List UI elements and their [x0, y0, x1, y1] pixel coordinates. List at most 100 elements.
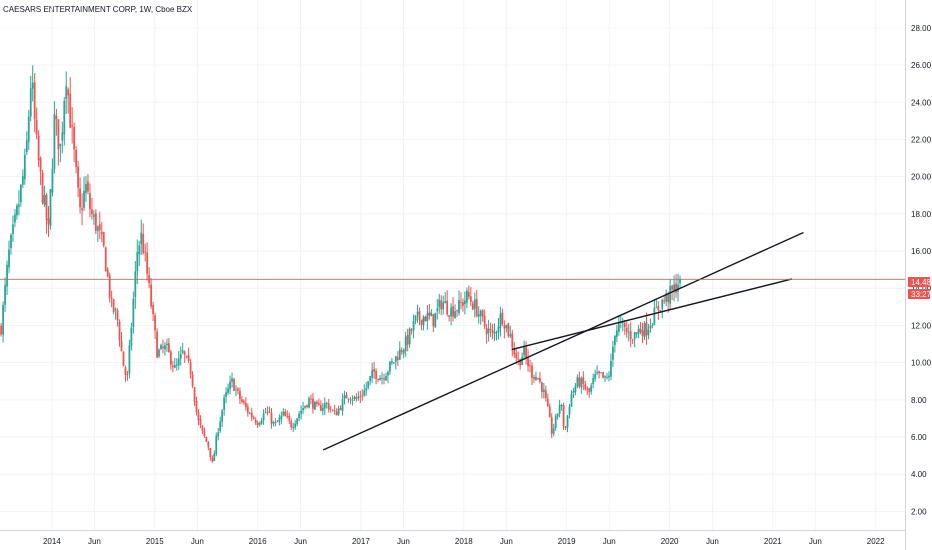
- x-tick-label: Jun: [706, 537, 719, 546]
- candle-body: [242, 401, 245, 404]
- candle-body: [568, 406, 571, 415]
- badges: 14.48 33:27: [908, 277, 932, 299]
- candle-body: [235, 389, 237, 391]
- trendline-2[interactable]: [511, 278, 793, 351]
- candle-body: [229, 381, 231, 390]
- candle-body: [637, 328, 640, 335]
- candle-body: [487, 328, 490, 334]
- x-tick-label: 2016: [249, 537, 267, 546]
- candle-body: [621, 322, 624, 324]
- candle-body: [39, 158, 42, 172]
- candle-body: [369, 376, 372, 382]
- candle-body: [19, 184, 22, 203]
- y-tick-label: 10.00: [911, 359, 932, 368]
- candle-body: [444, 301, 447, 304]
- candle-body: [404, 336, 407, 351]
- candle-body: [12, 224, 14, 234]
- candle-body: [373, 368, 376, 372]
- candle-body: [278, 417, 281, 422]
- candle-body: [317, 403, 320, 406]
- candle-body: [497, 326, 500, 333]
- candle-body: [315, 401, 318, 404]
- candle-body: [96, 226, 99, 232]
- candle-body: [233, 379, 235, 391]
- x-tick-label: Jun: [88, 537, 101, 546]
- candle-body: [661, 299, 664, 309]
- candle-body: [477, 314, 480, 317]
- candle-body: [430, 312, 433, 317]
- trendlines[interactable]: [322, 231, 804, 451]
- candle-body: [438, 299, 441, 308]
- y-tick-label: 28.00: [911, 24, 932, 33]
- candle-body: [181, 350, 184, 353]
- candle-body: [312, 398, 314, 409]
- candle-body: [645, 322, 648, 336]
- candle-body: [552, 428, 555, 434]
- candle-body: [10, 234, 12, 248]
- candle-body: [529, 365, 531, 366]
- candle-body: [209, 447, 212, 458]
- candle-body: [193, 387, 196, 402]
- candle-body: [302, 407, 304, 411]
- candle-body: [531, 365, 533, 378]
- candle-body: [537, 377, 539, 379]
- price-badge-label: 14.48: [911, 278, 932, 287]
- candle-body: [535, 376, 537, 381]
- candle-body: [416, 312, 419, 315]
- candle-body: [675, 283, 677, 293]
- candle-body: [122, 351, 125, 367]
- candle-body: [584, 384, 587, 390]
- candle-body: [164, 345, 166, 350]
- candle-body: [588, 388, 591, 392]
- candle-body: [274, 422, 277, 424]
- candle-body: [2, 304, 5, 335]
- candle-body: [240, 399, 243, 402]
- candle-body: [118, 321, 121, 341]
- candle-body: [130, 327, 133, 346]
- price-badge: [908, 277, 930, 287]
- candle-body: [152, 305, 154, 315]
- candle-body: [677, 284, 679, 292]
- candle-body: [304, 405, 306, 408]
- candle-body: [631, 340, 634, 341]
- candle-body: [485, 328, 488, 335]
- candle-body: [94, 213, 97, 231]
- candle-body: [625, 327, 628, 332]
- candle-body: [73, 126, 76, 150]
- y-tick-label: 24.00: [911, 98, 932, 107]
- candle-body: [268, 412, 271, 414]
- candle-body: [606, 376, 608, 378]
- candle-body: [27, 116, 30, 143]
- candle-body: [134, 271, 137, 298]
- candle-body: [446, 300, 449, 315]
- candle-body: [14, 214, 16, 223]
- y-tick-label: 6.00: [911, 433, 927, 442]
- candle-body: [617, 323, 620, 332]
- candle-body: [458, 300, 460, 313]
- candle-body: [203, 430, 206, 437]
- y-tick-label: 26.00: [911, 61, 932, 70]
- y-tick-label: 22.00: [911, 135, 932, 144]
- candle-body: [586, 388, 589, 390]
- candle-body: [456, 310, 458, 312]
- y-tick-label: 4.00: [911, 470, 927, 479]
- candle-body: [475, 299, 478, 317]
- candle-body: [580, 378, 583, 388]
- candle-body: [641, 330, 644, 337]
- candle-body: [653, 308, 656, 325]
- candle-body: [420, 319, 423, 325]
- candle-body: [655, 307, 658, 309]
- candle-body: [647, 329, 650, 336]
- candle-body: [602, 372, 604, 378]
- candle-body: [177, 358, 180, 366]
- candle-body: [231, 378, 233, 382]
- trendline-1[interactable]: [322, 231, 804, 451]
- candle-body: [77, 166, 79, 188]
- candle-body: [511, 333, 514, 348]
- candle-body: [462, 302, 464, 306]
- candle-body: [189, 362, 192, 375]
- candle-body: [554, 416, 557, 429]
- candle-body: [347, 398, 350, 400]
- candle-body: [106, 269, 109, 277]
